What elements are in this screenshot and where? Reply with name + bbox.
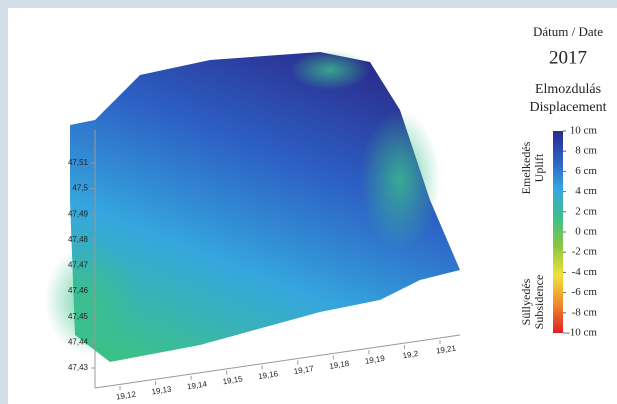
colorbar-tick-label: 0 cm xyxy=(575,226,597,238)
subsidence-label: Süllyedés xyxy=(519,278,533,325)
colorbar-tick-label: 10 cm xyxy=(570,125,598,137)
colorbar-tick-label: -10 cm xyxy=(566,327,597,339)
legend-title: Elmozdulás xyxy=(535,82,601,97)
colorbar-tick-label: -4 cm xyxy=(572,266,598,278)
date-label: Dátum / Date xyxy=(533,24,603,39)
terrain-patch xyxy=(45,245,135,355)
y-tick-label: 47,49 xyxy=(68,209,89,218)
colorbar-tick-label: -8 cm xyxy=(572,306,598,318)
subsidence-label: Subsidence xyxy=(532,275,546,330)
colorbar-tick-label: 2 cm xyxy=(575,205,597,217)
y-tick-label: 47,43 xyxy=(68,363,89,372)
uplift-label: Emelkedés xyxy=(519,141,533,194)
terrain-patch xyxy=(290,50,370,90)
uplift-label: Uplift xyxy=(532,153,546,182)
y-tick-label: 47,47 xyxy=(68,261,89,270)
colorbar-tick-label: 6 cm xyxy=(575,165,597,177)
page: Dátum / Date 2017 Elmozdulás Displacemen… xyxy=(0,0,617,404)
date: 2017 xyxy=(549,47,587,68)
y-tick-label: 47,46 xyxy=(68,286,89,295)
chart: Dátum / Date 2017 Elmozdulás Displacemen… xyxy=(0,0,617,404)
terrain-patch xyxy=(360,110,440,250)
legend-title: Displacement xyxy=(530,100,607,115)
colorbar-tick-label: -2 cm xyxy=(572,246,598,258)
y-tick-label: 47,48 xyxy=(68,235,89,244)
y-tick-label: 47,44 xyxy=(68,337,89,346)
y-tick-label: 47,5 xyxy=(72,184,88,193)
colorbar-tick-label: 4 cm xyxy=(575,185,597,197)
y-tick-label: 47,45 xyxy=(68,312,89,321)
colorbar xyxy=(553,131,563,333)
colorbar-tick-label: -6 cm xyxy=(572,286,598,298)
y-tick-label: 47,51 xyxy=(68,158,89,167)
colorbar-tick-label: 8 cm xyxy=(575,145,597,157)
